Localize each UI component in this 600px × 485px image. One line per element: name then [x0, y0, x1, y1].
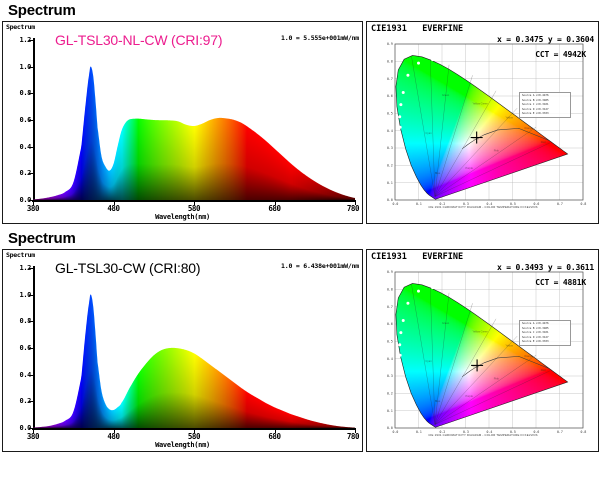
- x-tick-mark: [274, 202, 276, 205]
- y-tick-mark: [29, 321, 33, 323]
- cie-panel-1: CIE1931 EVERFINE Source A x=0.4476 Sourc…: [366, 21, 599, 224]
- cie-chromaticity-diagram-2: Source A x=0.4476 Source B x=0.3485 Sour…: [369, 260, 597, 450]
- spectrum-curve-2: [33, 268, 355, 428]
- y-tick-label: 0.2: [19, 169, 32, 178]
- cie-brand-1: EVERFINE: [422, 24, 464, 34]
- y-axis-name-1: Spectrum: [6, 23, 35, 31]
- cie-bottom-caption: CIE 1931 CHROMATICITY DIAGRAM - COLOR TE…: [428, 205, 538, 209]
- cie-cct-readout-1: CCT = 4942K: [535, 50, 586, 59]
- cie-header-2: CIE1931 EVERFINE: [371, 252, 463, 262]
- y-tick-label: 1.2: [19, 36, 32, 44]
- x-tick-mark: [355, 430, 356, 433]
- y-tick-mark: [29, 173, 33, 175]
- y-tick-label: 1.0: [19, 62, 32, 71]
- y-tick-label: 0.8: [19, 317, 32, 326]
- section-heading-2: Spectrum: [8, 230, 76, 247]
- x-tick-label: 780: [346, 432, 360, 441]
- cie-chromaticity-diagram-1: Source A x=0.4476 Source B x=0.3485 Sour…: [369, 32, 597, 222]
- x-tick-label: 780: [346, 204, 360, 213]
- x-axis-label-1: Wavelength(nm): [155, 213, 210, 221]
- spectrum-scale-note-2: 1.0 = 6.438e+001mW/nm: [281, 262, 359, 270]
- y-tick-mark: [29, 93, 33, 95]
- y-tick-mark: [29, 120, 33, 121]
- y-tick-label: 0.2: [19, 397, 32, 406]
- panel-row-1: Spectrum GL-TSL30-NL-CW (CRI:97) 1.0 = 5…: [0, 21, 600, 224]
- x-tick-label: 480: [107, 432, 120, 441]
- cie-xy-readout-2: x = 0.3493 y = 0.3611: [497, 263, 594, 272]
- y-tick-label: 0.0: [19, 424, 32, 432]
- x-tick-label: 480: [107, 204, 120, 213]
- x-tick-mark: [355, 202, 356, 205]
- y-tick-label: 0.6: [19, 116, 32, 124]
- spectrum-curve-1: [33, 40, 355, 200]
- cie-source-legend: Source A x=0.4476 Source B x=0.3485 Sour…: [519, 92, 571, 118]
- x-axis-line-2: [32, 428, 356, 430]
- cie-cct-readout-2: CCT = 4881K: [535, 278, 586, 287]
- spectrum-scale-note-1: 1.0 = 5.555e+001mW/nm: [281, 34, 359, 42]
- y-tick-label: 0.4: [19, 142, 32, 151]
- x-tick-mark: [33, 202, 34, 205]
- x-tick-label: 680: [268, 204, 281, 213]
- cie-bottom-caption: CIE 1931 CHROMATICITY DIAGRAM - COLOR TE…: [428, 433, 538, 437]
- y-tick-label: 1.2: [19, 264, 32, 272]
- x-tick-label: 380: [26, 432, 40, 441]
- y-axis-name-2: Spectrum: [6, 251, 35, 259]
- spectrum-panel-1: Spectrum GL-TSL30-NL-CW (CRI:97) 1.0 = 5…: [2, 21, 363, 224]
- cie-xy-readout-1: x = 0.3475 y = 0.3604: [497, 35, 594, 44]
- cie-header-1: CIE1931 EVERFINE: [371, 24, 463, 34]
- spectrum-plot-1: Spectrum GL-TSL30-NL-CW (CRI:97) 1.0 = 5…: [3, 22, 362, 223]
- x-tick-mark: [113, 430, 115, 433]
- x-tick-mark: [194, 430, 195, 433]
- cie-source-legend: Source A x=0.4476 Source B x=0.3485 Sour…: [519, 320, 571, 346]
- section-heading-1: Spectrum: [8, 2, 76, 19]
- y-tick-mark: [29, 66, 33, 68]
- spectrum-panel-2: Spectrum GL-TSL30-CW (CRI:80) 1.0 = 6.43…: [2, 249, 363, 452]
- y-tick-label: 0.4: [19, 370, 32, 379]
- x-tick-label: 380: [26, 204, 40, 213]
- x-tick-label: 580: [187, 432, 201, 441]
- y-tick-mark: [29, 200, 33, 201]
- x-tick-mark: [113, 202, 115, 205]
- y-tick-mark: [29, 348, 33, 349]
- x-tick-label: 680: [268, 432, 281, 441]
- cie-panel-2: CIE1931 EVERFINE Source A x=0.4476 Sourc…: [366, 249, 599, 452]
- x-axis-label-2: Wavelength(nm): [155, 441, 210, 449]
- cie-brand-2: EVERFINE: [422, 252, 464, 262]
- y-tick-mark: [29, 428, 33, 429]
- panel-row-2: Spectrum GL-TSL30-CW (CRI:80) 1.0 = 6.43…: [0, 249, 600, 452]
- y-tick-label: 0.0: [19, 196, 32, 204]
- x-tick-mark: [194, 202, 195, 205]
- y-tick-label: 1.0: [19, 290, 32, 299]
- y-tick-mark: [29, 401, 33, 403]
- y-tick-mark: [29, 268, 33, 269]
- x-tick-mark: [33, 430, 34, 433]
- y-tick-mark: [29, 374, 33, 376]
- cie-standard-2: CIE1931: [371, 252, 407, 262]
- cie-standard-1: CIE1931: [371, 24, 407, 34]
- y-tick-mark: [29, 40, 33, 41]
- x-tick-label: 580: [187, 204, 201, 213]
- y-tick-mark: [29, 146, 33, 148]
- x-axis-line-1: [32, 200, 356, 202]
- x-tick-mark: [274, 430, 276, 433]
- y-tick-label: 0.8: [19, 89, 32, 98]
- y-tick-label: 0.6: [19, 344, 32, 352]
- y-tick-mark: [29, 294, 33, 296]
- spectrum-plot-2: Spectrum GL-TSL30-CW (CRI:80) 1.0 = 6.43…: [3, 250, 362, 451]
